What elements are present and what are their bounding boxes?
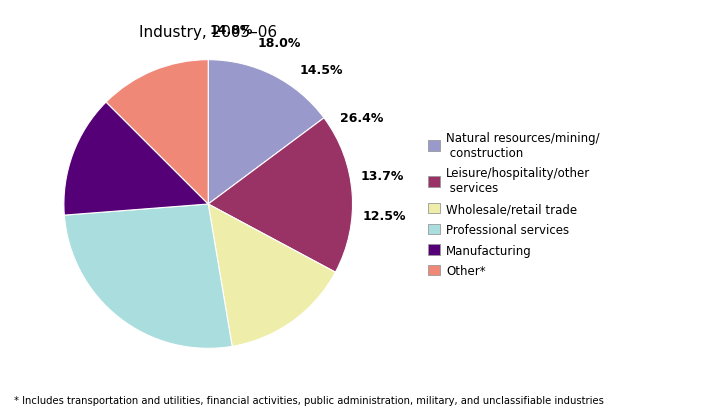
Text: 14.8%: 14.8% [209,24,253,37]
Legend: Natural resources/mining/
 construction, Leisure/hospitality/other
 services, Wh: Natural resources/mining/ construction, … [429,132,600,277]
Wedge shape [106,61,208,204]
Wedge shape [208,119,353,272]
Text: Industry, 2005–06: Industry, 2005–06 [139,25,277,40]
Text: 18.0%: 18.0% [258,37,301,50]
Wedge shape [208,61,324,204]
Text: * Includes transportation and utilities, financial activities, public administra: * Includes transportation and utilities,… [14,395,605,405]
Wedge shape [65,204,232,348]
Wedge shape [64,103,208,216]
Text: 26.4%: 26.4% [340,112,383,124]
Text: 13.7%: 13.7% [360,169,404,182]
Wedge shape [208,204,335,346]
Text: 12.5%: 12.5% [362,209,406,222]
Text: 14.5%: 14.5% [299,63,343,76]
